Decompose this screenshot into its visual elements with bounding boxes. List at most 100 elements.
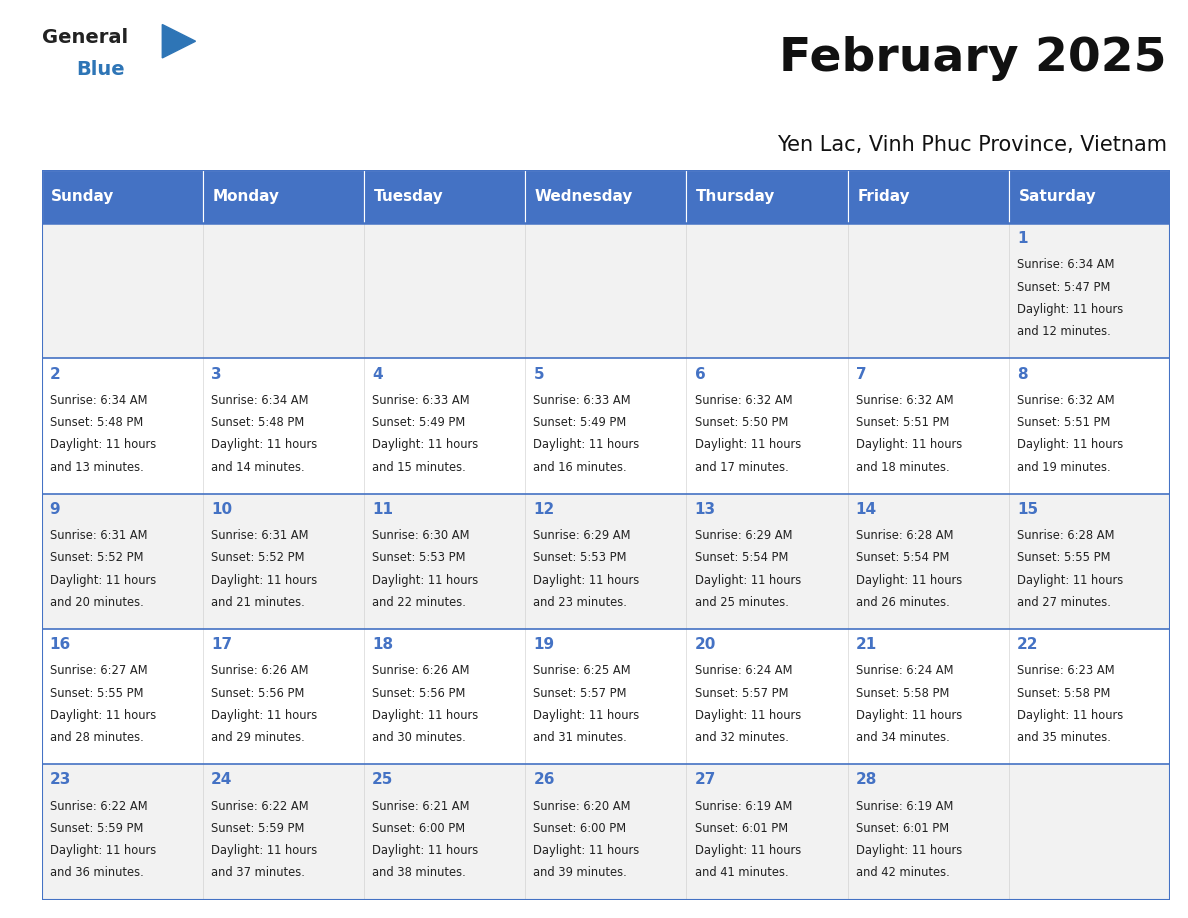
Text: Sunset: 5:49 PM: Sunset: 5:49 PM: [372, 416, 466, 429]
Text: Yen Lac, Vinh Phuc Province, Vietnam: Yen Lac, Vinh Phuc Province, Vietnam: [777, 135, 1167, 155]
Text: Sunset: 5:52 PM: Sunset: 5:52 PM: [211, 551, 304, 565]
Text: Sunset: 5:51 PM: Sunset: 5:51 PM: [855, 416, 949, 429]
Text: Daylight: 11 hours: Daylight: 11 hours: [1017, 709, 1124, 722]
Text: Sunset: 5:59 PM: Sunset: 5:59 PM: [211, 822, 304, 834]
Text: 6: 6: [695, 366, 706, 382]
Text: Daylight: 11 hours: Daylight: 11 hours: [372, 845, 479, 857]
Text: Sunrise: 6:34 AM: Sunrise: 6:34 AM: [211, 394, 309, 407]
Text: General: General: [42, 28, 127, 47]
Text: Tuesday: Tuesday: [374, 189, 443, 204]
Text: Sunrise: 6:24 AM: Sunrise: 6:24 AM: [855, 665, 953, 677]
Text: and 14 minutes.: and 14 minutes.: [211, 461, 304, 474]
Text: Sunrise: 6:31 AM: Sunrise: 6:31 AM: [211, 529, 309, 542]
Bar: [1009, 494, 1170, 629]
Text: 14: 14: [855, 502, 877, 517]
Text: February 2025: February 2025: [779, 36, 1167, 81]
Bar: [687, 765, 848, 900]
Text: Blue: Blue: [76, 61, 125, 79]
Text: Sunset: 5:58 PM: Sunset: 5:58 PM: [855, 687, 949, 700]
Text: and 16 minutes.: and 16 minutes.: [533, 461, 627, 474]
Text: 27: 27: [695, 772, 716, 788]
Bar: [525, 765, 687, 900]
Text: and 15 minutes.: and 15 minutes.: [372, 461, 466, 474]
Text: Sunrise: 6:22 AM: Sunrise: 6:22 AM: [211, 800, 309, 812]
Text: 25: 25: [372, 772, 393, 788]
Text: Wednesday: Wednesday: [535, 189, 633, 204]
Text: Sunrise: 6:23 AM: Sunrise: 6:23 AM: [1017, 665, 1114, 677]
Text: and 23 minutes.: and 23 minutes.: [533, 596, 627, 609]
Bar: [364, 223, 525, 358]
Text: 18: 18: [372, 637, 393, 652]
Bar: [203, 223, 364, 358]
Bar: [42, 223, 203, 358]
Text: Sunrise: 6:33 AM: Sunrise: 6:33 AM: [372, 394, 469, 407]
Text: 3: 3: [211, 366, 221, 382]
Bar: [687, 223, 848, 358]
Text: 15: 15: [1017, 502, 1038, 517]
Bar: [525, 223, 687, 358]
Text: and 34 minutes.: and 34 minutes.: [855, 731, 949, 744]
Bar: [42, 629, 203, 765]
Text: Saturday: Saturday: [1018, 189, 1097, 204]
Bar: [848, 223, 1009, 358]
Text: and 22 minutes.: and 22 minutes.: [372, 596, 466, 609]
Text: and 18 minutes.: and 18 minutes.: [855, 461, 949, 474]
Text: and 27 minutes.: and 27 minutes.: [1017, 596, 1111, 609]
Bar: [687, 358, 848, 494]
Text: Sunset: 5:54 PM: Sunset: 5:54 PM: [855, 551, 949, 565]
Bar: [203, 358, 364, 494]
Text: Sunrise: 6:26 AM: Sunrise: 6:26 AM: [211, 665, 309, 677]
Bar: [42, 494, 203, 629]
Text: Sunrise: 6:29 AM: Sunrise: 6:29 AM: [695, 529, 792, 542]
Text: 2: 2: [50, 366, 61, 382]
Text: Sunset: 5:55 PM: Sunset: 5:55 PM: [1017, 551, 1111, 565]
Text: 13: 13: [695, 502, 715, 517]
Text: Sunset: 5:55 PM: Sunset: 5:55 PM: [50, 687, 143, 700]
Text: Sunrise: 6:24 AM: Sunrise: 6:24 AM: [695, 665, 792, 677]
Bar: [203, 170, 364, 223]
Bar: [364, 765, 525, 900]
Text: Daylight: 11 hours: Daylight: 11 hours: [372, 438, 479, 452]
Bar: [1009, 223, 1170, 358]
Text: 10: 10: [211, 502, 232, 517]
Text: Sunset: 5:57 PM: Sunset: 5:57 PM: [533, 687, 627, 700]
Text: Sunrise: 6:32 AM: Sunrise: 6:32 AM: [855, 394, 954, 407]
Text: Sunset: 6:00 PM: Sunset: 6:00 PM: [372, 822, 466, 834]
Text: Daylight: 11 hours: Daylight: 11 hours: [855, 574, 962, 587]
Bar: [687, 629, 848, 765]
Bar: [42, 170, 203, 223]
Text: Sunset: 5:53 PM: Sunset: 5:53 PM: [372, 551, 466, 565]
Text: and 42 minutes.: and 42 minutes.: [855, 867, 949, 879]
Text: 9: 9: [50, 502, 61, 517]
Text: Sunrise: 6:34 AM: Sunrise: 6:34 AM: [1017, 258, 1114, 271]
Text: Daylight: 11 hours: Daylight: 11 hours: [50, 709, 156, 722]
Text: and 21 minutes.: and 21 minutes.: [211, 596, 304, 609]
Text: Daylight: 11 hours: Daylight: 11 hours: [50, 574, 156, 587]
Text: and 31 minutes.: and 31 minutes.: [533, 731, 627, 744]
Text: 21: 21: [855, 637, 877, 652]
Text: and 13 minutes.: and 13 minutes.: [50, 461, 144, 474]
Text: Sunrise: 6:27 AM: Sunrise: 6:27 AM: [50, 665, 147, 677]
Bar: [364, 170, 525, 223]
Text: Sunrise: 6:28 AM: Sunrise: 6:28 AM: [855, 529, 953, 542]
Text: Sunset: 5:54 PM: Sunset: 5:54 PM: [695, 551, 788, 565]
Bar: [364, 358, 525, 494]
Text: Sunset: 5:47 PM: Sunset: 5:47 PM: [1017, 281, 1111, 294]
Bar: [203, 494, 364, 629]
Text: Sunrise: 6:19 AM: Sunrise: 6:19 AM: [855, 800, 953, 812]
Text: 26: 26: [533, 772, 555, 788]
Text: Daylight: 11 hours: Daylight: 11 hours: [855, 438, 962, 452]
Text: 1: 1: [1017, 231, 1028, 246]
Bar: [848, 629, 1009, 765]
Text: Sunrise: 6:22 AM: Sunrise: 6:22 AM: [50, 800, 147, 812]
Text: Sunrise: 6:29 AM: Sunrise: 6:29 AM: [533, 529, 631, 542]
Text: Sunset: 5:57 PM: Sunset: 5:57 PM: [695, 687, 788, 700]
Text: and 37 minutes.: and 37 minutes.: [211, 867, 305, 879]
Text: Daylight: 11 hours: Daylight: 11 hours: [533, 709, 639, 722]
Text: Sunset: 5:50 PM: Sunset: 5:50 PM: [695, 416, 788, 429]
Text: and 26 minutes.: and 26 minutes.: [855, 596, 949, 609]
Text: and 38 minutes.: and 38 minutes.: [372, 867, 466, 879]
Polygon shape: [163, 25, 196, 58]
Bar: [1009, 629, 1170, 765]
Text: 23: 23: [50, 772, 71, 788]
